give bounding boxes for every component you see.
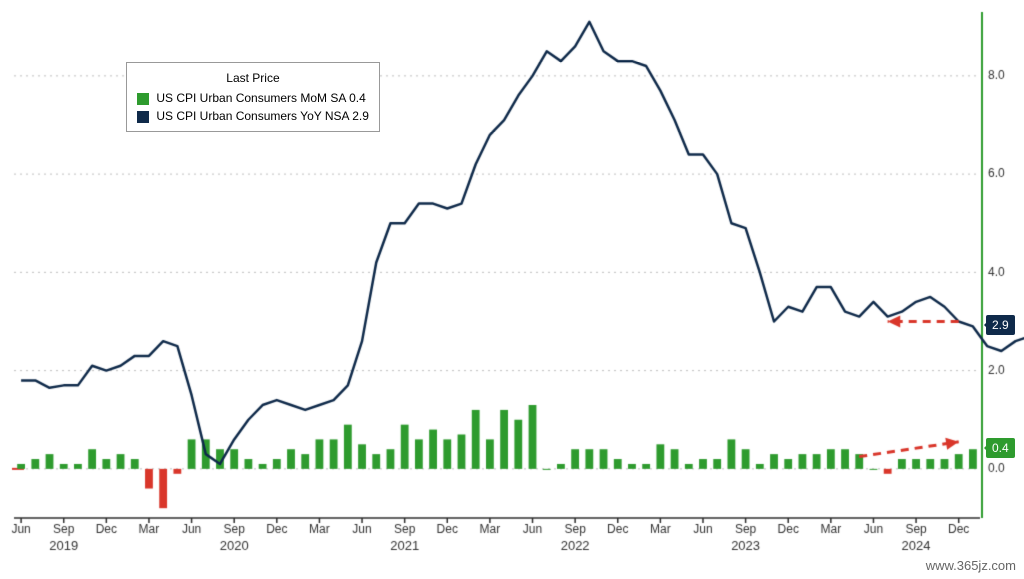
legend: Last Price US CPI Urban Consumers MoM SA… xyxy=(126,62,380,132)
value-flag-mom: 0.4 xyxy=(986,438,1015,458)
legend-value-mom: 0.4 xyxy=(349,91,366,105)
legend-label-mom: US CPI Urban Consumers MoM SA xyxy=(156,91,345,105)
legend-value-yoy: 2.9 xyxy=(352,109,369,123)
legend-row-mom: US CPI Urban Consumers MoM SA 0.4 xyxy=(137,89,369,107)
legend-row-yoy: US CPI Urban Consumers YoY NSA 2.9 xyxy=(137,107,369,125)
watermark: www.365jz.com xyxy=(926,558,1016,573)
legend-swatch-yoy xyxy=(137,111,149,123)
legend-label-yoy: US CPI Urban Consumers YoY NSA xyxy=(156,109,349,123)
value-flag-yoy: 2.9 xyxy=(986,315,1015,335)
legend-title: Last Price xyxy=(137,69,369,89)
chart-container: Last Price US CPI Urban Consumers MoM SA… xyxy=(0,0,1024,579)
legend-swatch-mom xyxy=(137,93,149,105)
